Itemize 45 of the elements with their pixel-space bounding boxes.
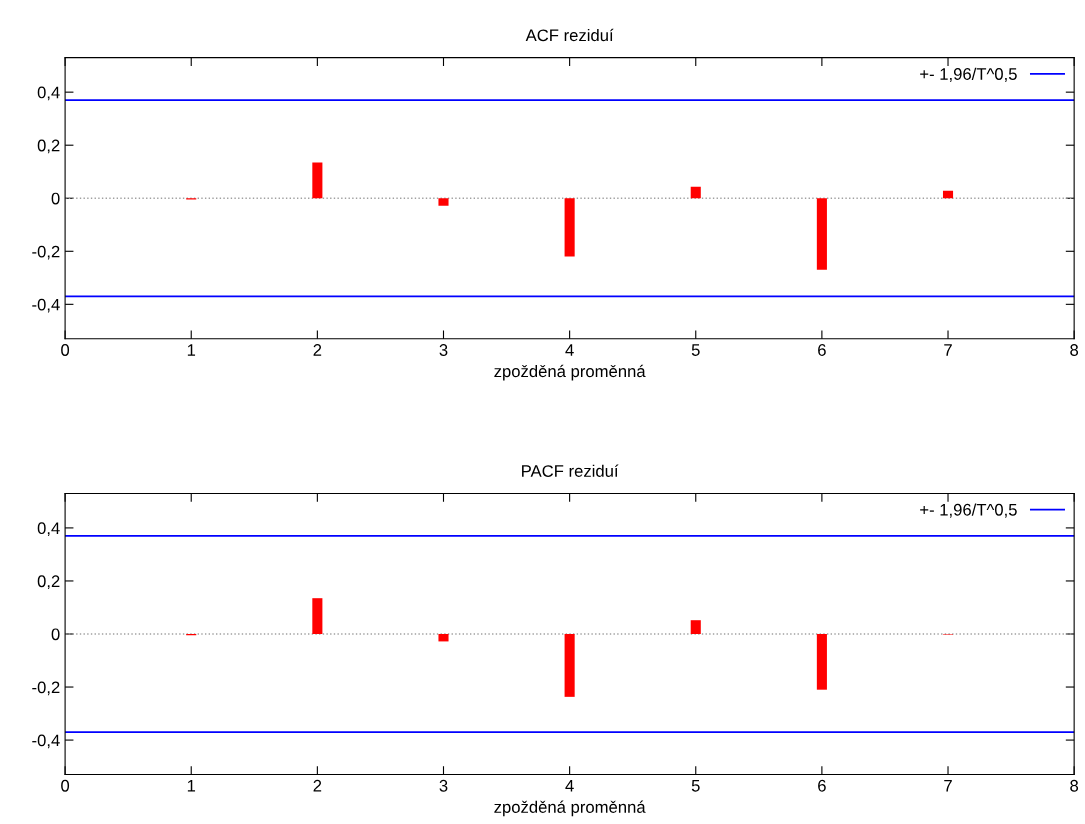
legend-label: +- 1,96/T^0,5 bbox=[920, 503, 1017, 518]
x-tick-label: 3 bbox=[439, 344, 448, 356]
x-tick-label: 2 bbox=[313, 779, 322, 792]
x-tick-label: 5 bbox=[691, 780, 700, 792]
x-tick-label: 3 bbox=[439, 779, 448, 792]
legend-label: +- 1,96/T^0,5 bbox=[920, 67, 1017, 82]
x-axis-title: zpožděná proměnná bbox=[494, 364, 646, 381]
bar bbox=[690, 620, 701, 634]
bar bbox=[942, 190, 954, 199]
bar bbox=[438, 198, 449, 206]
chart-title: PACF reziduí bbox=[522, 464, 619, 477]
bar bbox=[438, 634, 449, 642]
x-tick-label: 5 bbox=[691, 344, 700, 356]
x-tick-label: 6 bbox=[818, 344, 826, 356]
x-axis-title: zpožděná proměnná bbox=[494, 800, 646, 817]
y-tick-label: -0,2 bbox=[32, 681, 60, 696]
chart-title: ACF reziduí bbox=[525, 28, 614, 42]
y-tick-label: 0 bbox=[51, 192, 60, 205]
y-tick-label: 0,4 bbox=[37, 522, 60, 537]
x-tick-label: 8 bbox=[1070, 779, 1079, 792]
x-tick-label: 1 bbox=[187, 780, 196, 792]
y-tick-label: 0,2 bbox=[37, 139, 60, 154]
y-tick-label: 0 bbox=[51, 628, 60, 641]
x-tick-label: 4 bbox=[565, 780, 574, 792]
y-tick-label: 0,4 bbox=[37, 86, 60, 101]
x-tick-label: 2 bbox=[313, 344, 322, 356]
y-tick-label: -0,2 bbox=[32, 245, 60, 260]
bar bbox=[564, 198, 575, 257]
x-tick-label: 4 bbox=[565, 344, 574, 356]
x-tick-label: 6 bbox=[818, 779, 826, 792]
x-tick-label: 0 bbox=[61, 344, 70, 356]
y-tick-label: -0,4 bbox=[32, 734, 60, 749]
x-tick-label: 8 bbox=[1070, 344, 1079, 356]
x-tick-label: 7 bbox=[944, 344, 952, 356]
bar bbox=[312, 598, 323, 634]
x-tick-label: 1 bbox=[187, 344, 196, 356]
bar bbox=[816, 634, 827, 690]
x-tick-label: 0 bbox=[61, 779, 70, 792]
y-tick-label: 0,2 bbox=[37, 575, 60, 590]
bar bbox=[690, 186, 701, 199]
bar bbox=[312, 162, 323, 199]
y-tick-label: -0,4 bbox=[32, 298, 60, 313]
x-tick-label: 7 bbox=[944, 780, 952, 792]
bar bbox=[564, 634, 575, 697]
bar bbox=[816, 198, 827, 270]
